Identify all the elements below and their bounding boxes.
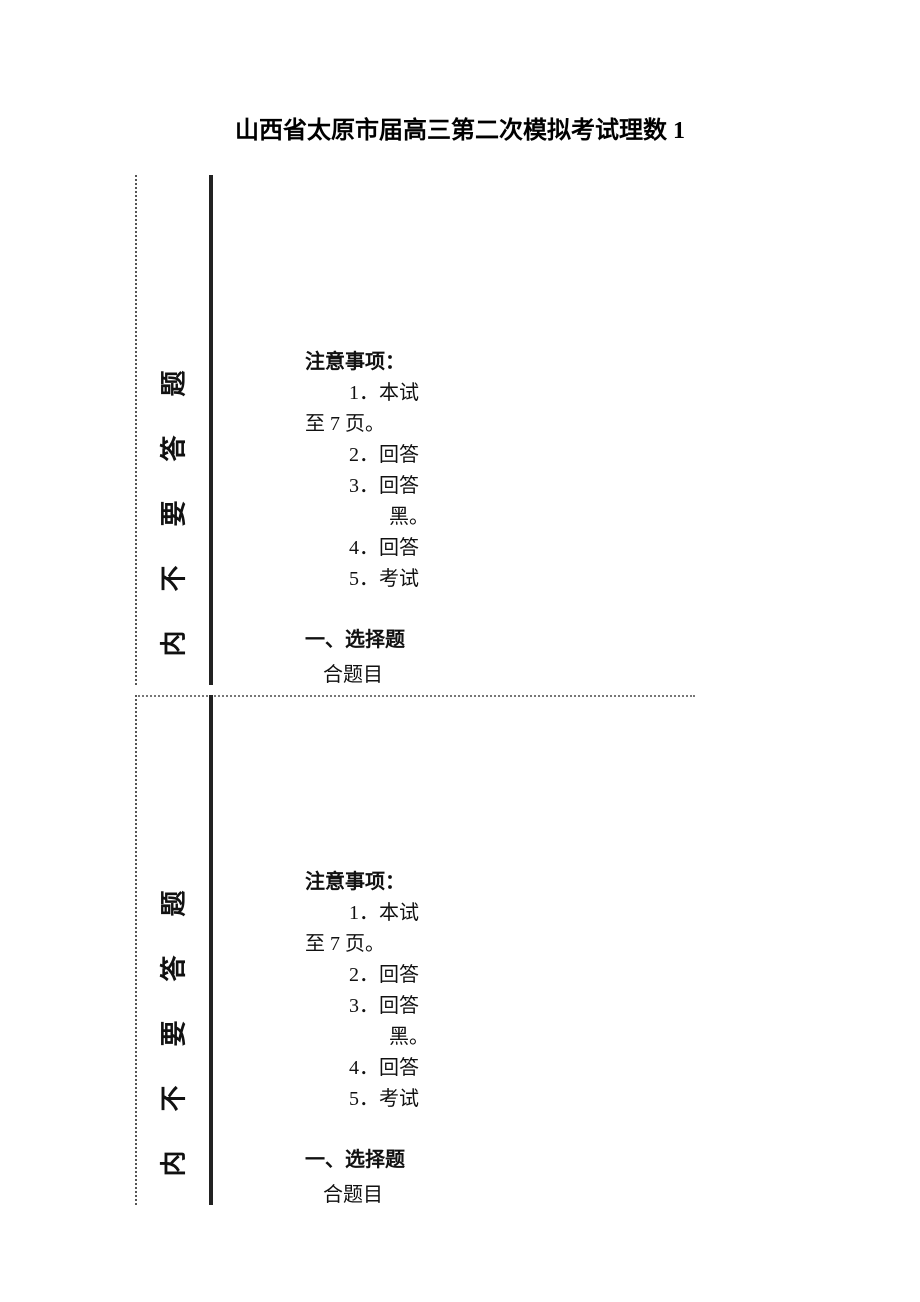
vchar: 要	[153, 500, 190, 526]
notice-line-4: 4．回答	[305, 1053, 429, 1084]
notice-line-1b: 至 7 页。	[305, 413, 385, 435]
vchar: 内	[153, 1150, 190, 1176]
section-sub: 合题目	[305, 660, 429, 691]
notice-line-3b: 黑。	[305, 502, 429, 533]
section-heading: 一、选择题	[305, 625, 429, 656]
notice-line-3b: 黑。	[305, 1022, 429, 1053]
content-block-1: 注意事项： 1．本试 至 7 页。 2．回答 3．回答 黑。 4．回答 5．考试…	[305, 347, 429, 691]
vertical-chars: 题 答 要 不 内	[143, 885, 201, 1182]
notice-line-5: 5．考试	[305, 1084, 429, 1115]
notice-heading: 注意事项：	[305, 351, 405, 373]
solid-rail	[209, 695, 213, 1205]
vchar: 不	[153, 565, 190, 591]
notice-line-4: 4．回答	[305, 533, 429, 564]
notice-line-5: 5．考试	[305, 564, 429, 595]
notice-line-1: 1．本试	[305, 898, 429, 929]
dotted-border-left	[135, 695, 137, 1205]
notice-line-1b: 至 7 页。	[305, 933, 385, 955]
dotted-border-left	[135, 175, 137, 685]
vchar: 题	[153, 370, 190, 396]
notice-line-3: 3．回答	[305, 471, 429, 502]
notice-line-2: 2．回答	[305, 440, 429, 471]
scan-block-2: 题 答 要 不 内 注意事项： 1．本试 至 7 页。 2．回答 3．回答 黑。…	[135, 695, 695, 1205]
notice-heading: 注意事项：	[305, 871, 405, 893]
vchar: 答	[153, 435, 190, 461]
dotted-border-top	[135, 695, 695, 697]
vertical-chars: 题 答 要 不 内	[143, 365, 201, 662]
vchar: 不	[153, 1085, 190, 1111]
sidebar-rail: 题 答 要 不 内	[135, 695, 213, 1205]
solid-rail	[209, 175, 213, 685]
notice-line-1: 1．本试	[305, 378, 429, 409]
notice-line-3: 3．回答	[305, 991, 429, 1022]
sidebar-rail: 题 答 要 不 内	[135, 175, 213, 685]
vchar: 题	[153, 890, 190, 916]
vchar: 答	[153, 955, 190, 981]
page-title: 山西省太原市届高三第二次模拟考试理数 1	[0, 0, 920, 165]
notice-line-2: 2．回答	[305, 960, 429, 991]
content-block-2: 注意事项： 1．本试 至 7 页。 2．回答 3．回答 黑。 4．回答 5．考试…	[305, 867, 429, 1211]
scan-block-1: 题 答 要 不 内 注意事项： 1．本试 至 7 页。 2．回答 3．回答 黑。…	[135, 175, 695, 685]
vchar: 内	[153, 630, 190, 656]
section-sub: 合题目	[305, 1180, 429, 1211]
section-heading: 一、选择题	[305, 1145, 429, 1176]
vchar: 要	[153, 1020, 190, 1046]
